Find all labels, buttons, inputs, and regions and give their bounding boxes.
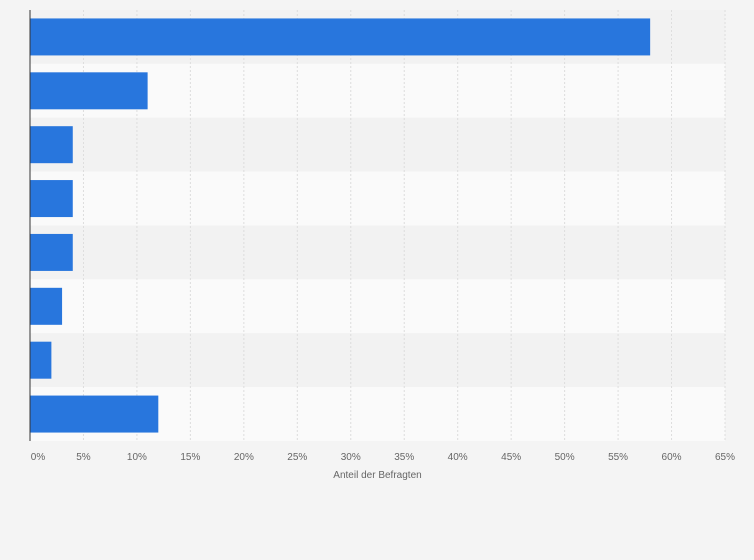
bar — [30, 287, 63, 325]
bar — [30, 180, 73, 218]
x-tick-label: 30% — [341, 452, 361, 463]
x-tick-label: 60% — [662, 452, 682, 463]
bar — [30, 72, 148, 110]
x-tick-label: 15% — [180, 452, 200, 463]
x-tick-label: 55% — [608, 452, 628, 463]
category-band — [30, 225, 725, 280]
x-tick-label: 20% — [234, 452, 254, 463]
bar — [30, 126, 73, 164]
x-tick-label: 65% — [715, 452, 735, 463]
x-tick-label: 40% — [448, 452, 468, 463]
x-tick-label: 35% — [394, 452, 414, 463]
bar — [30, 18, 651, 56]
x-axis-title: Anteil der Befragten — [333, 470, 421, 481]
category-band — [30, 333, 725, 388]
category-band — [30, 117, 725, 172]
x-tick-label: 10% — [127, 452, 147, 463]
x-tick-label: 5% — [76, 452, 91, 463]
x-tick-label: 25% — [287, 452, 307, 463]
x-tick-label: 50% — [555, 452, 575, 463]
bar — [30, 395, 159, 433]
bars — [30, 18, 651, 433]
x-tick-label: 45% — [501, 452, 521, 463]
bar — [30, 233, 73, 271]
category-band — [30, 279, 725, 334]
x-tick-label: 0% — [31, 452, 46, 463]
bar — [30, 341, 52, 379]
category-band — [30, 171, 725, 226]
x-axis-ticks: 0% 5% 10% 15% 20% 25% 30% 35% 40% 45% 50% 55% 60% 65% — [31, 452, 735, 463]
